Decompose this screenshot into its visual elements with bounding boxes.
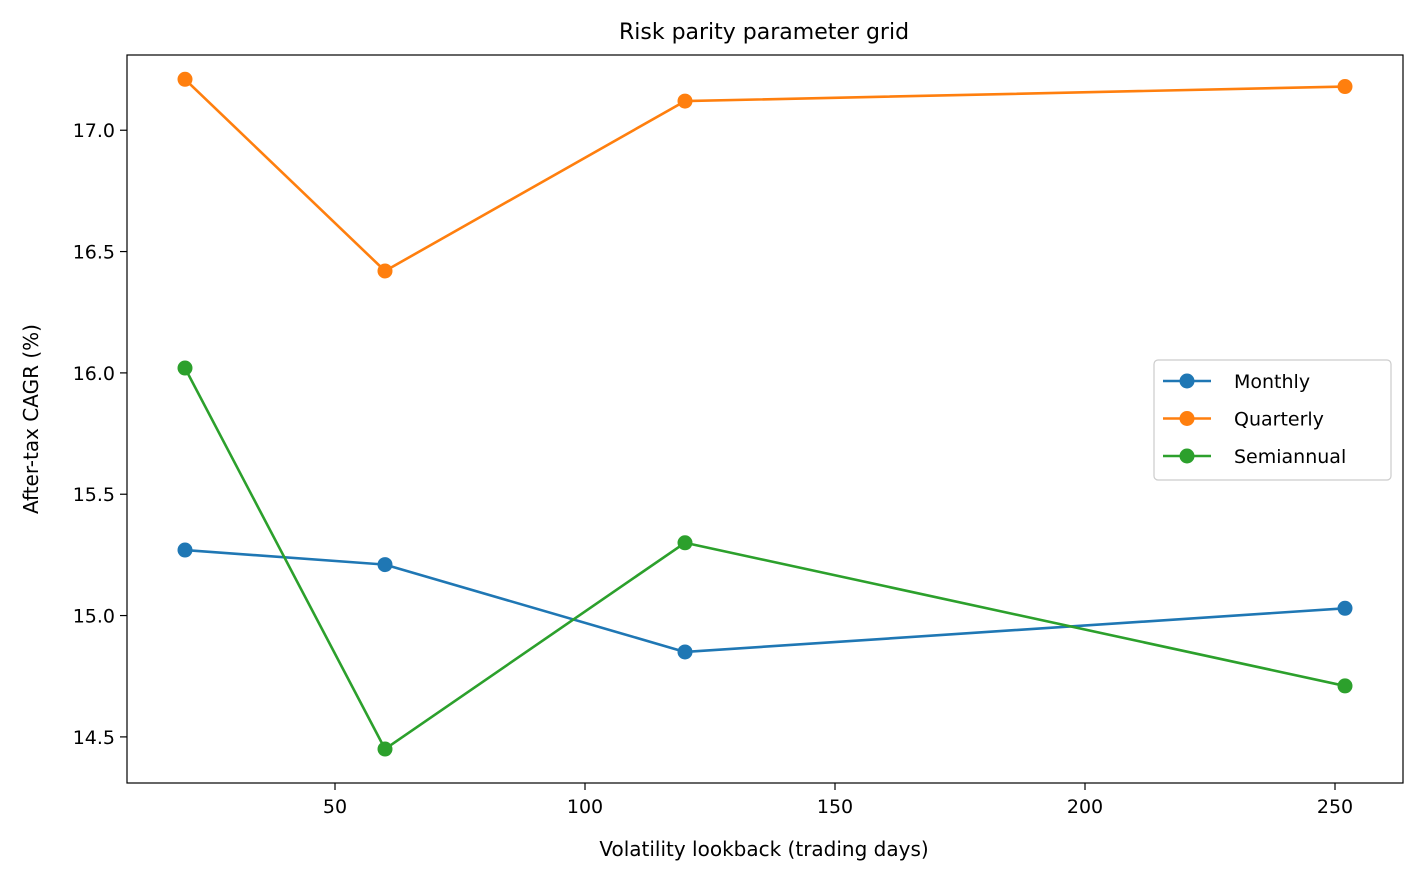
x-tick-label: 200 bbox=[1067, 796, 1103, 818]
data-point-monthly bbox=[377, 557, 393, 573]
data-point-monthly bbox=[677, 644, 693, 660]
x-axis-label: Volatility lookback (trading days) bbox=[599, 837, 928, 861]
data-point-quarterly bbox=[677, 93, 693, 109]
data-point-monthly bbox=[177, 542, 193, 558]
series-layer bbox=[177, 71, 1353, 757]
x-tick-label: 250 bbox=[1317, 796, 1353, 818]
data-point-quarterly bbox=[377, 263, 393, 279]
data-point-monthly bbox=[1337, 600, 1353, 616]
data-point-semiannual bbox=[177, 360, 193, 376]
y-axis-label: After-tax CAGR (%) bbox=[19, 324, 43, 514]
y-tick-label: 15.0 bbox=[73, 606, 115, 628]
y-tick-label: 17.0 bbox=[73, 120, 115, 142]
legend-marker-monthly bbox=[1179, 373, 1195, 389]
series-line-quarterly bbox=[184, 78, 1346, 273]
data-point-quarterly bbox=[177, 71, 193, 87]
y-tick-label: 16.0 bbox=[73, 363, 115, 385]
x-tick-label: 50 bbox=[323, 796, 347, 818]
x-tick-label: 150 bbox=[817, 796, 853, 818]
legend-label-quarterly: Quarterly bbox=[1234, 409, 1324, 431]
legend-marker-semiannual bbox=[1179, 448, 1195, 464]
y-tick-label: 15.5 bbox=[73, 484, 115, 506]
legend: Monthly Quarterly Semiannual bbox=[1153, 359, 1392, 481]
legend-box bbox=[1153, 359, 1392, 481]
legend-label-semiannual: Semiannual bbox=[1234, 446, 1346, 468]
series-line-semiannual bbox=[183, 367, 1346, 751]
data-point-semiannual bbox=[677, 535, 693, 551]
data-point-semiannual bbox=[377, 741, 393, 757]
y-tick-label: 14.5 bbox=[73, 727, 115, 749]
data-point-semiannual bbox=[1337, 678, 1353, 694]
data-point-quarterly bbox=[1337, 79, 1353, 95]
plot-area-frame bbox=[126, 54, 1404, 784]
y-tick-label: 16.5 bbox=[73, 242, 115, 264]
axis-ticks: 50 100 150 200 250 14.5 15.0 15.5 16.0 16.5 17.0 bbox=[73, 120, 1353, 818]
x-tick-label: 100 bbox=[567, 796, 603, 818]
chart-title: Risk parity parameter grid bbox=[619, 20, 909, 45]
legend-label-monthly: Monthly bbox=[1234, 371, 1310, 393]
legend-marker-quarterly bbox=[1179, 411, 1195, 426]
